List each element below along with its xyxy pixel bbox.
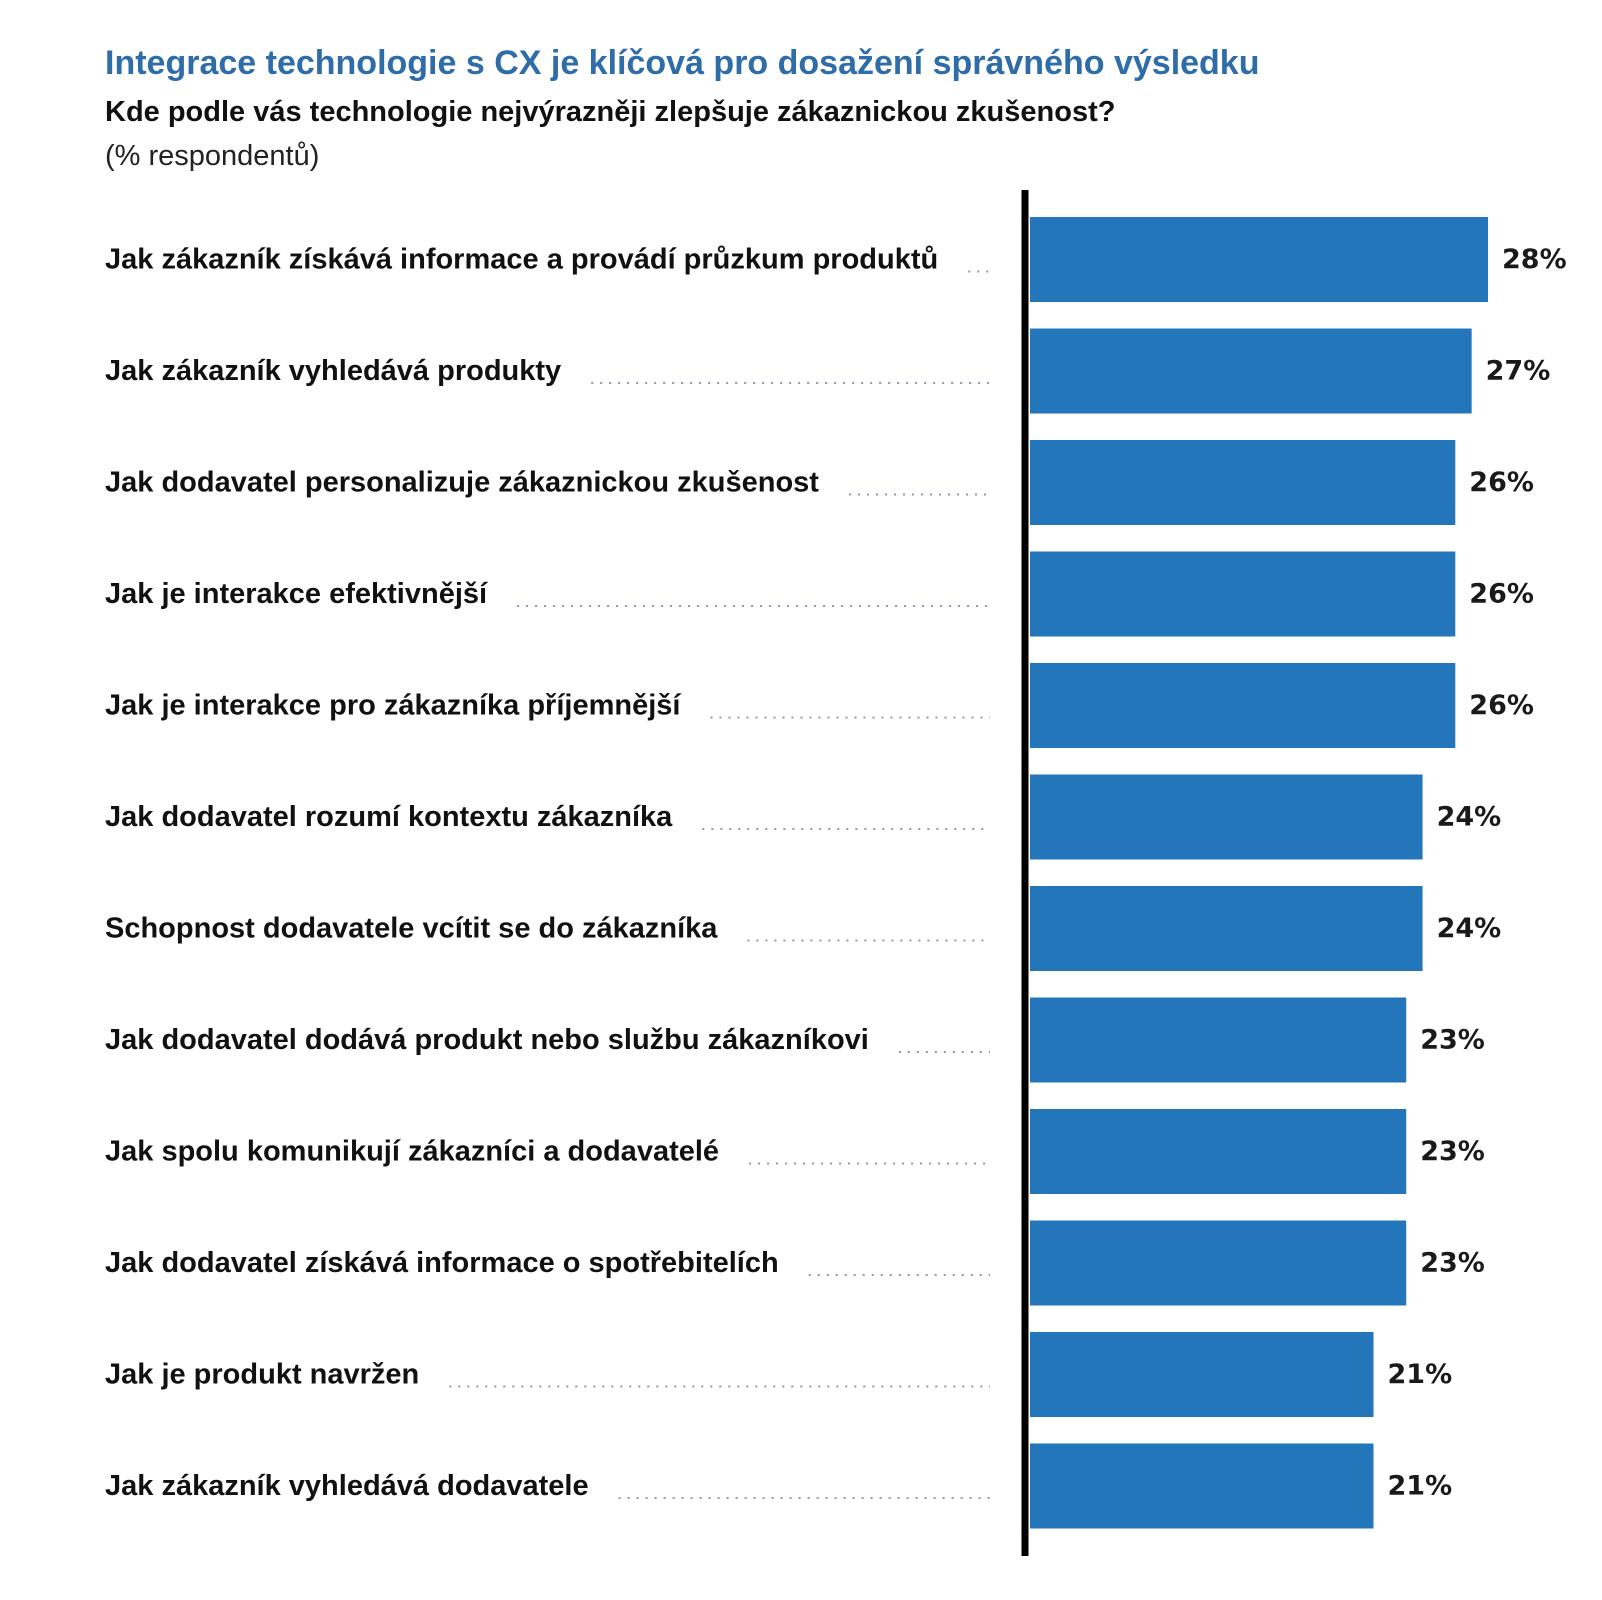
bar xyxy=(1030,328,1472,414)
value-label: 26% xyxy=(1469,690,1534,721)
bar xyxy=(1030,886,1423,971)
value-label: 24% xyxy=(1437,802,1502,833)
value-label: 26% xyxy=(1469,579,1534,610)
category-label: Jak dodavatel personalizuje zákaznickou … xyxy=(105,467,819,499)
chart-title: Integrace technologie s CX je klíčová pr… xyxy=(105,44,1260,82)
value-label: 24% xyxy=(1437,913,1502,944)
bar xyxy=(1030,1332,1374,1417)
chart-subtitle: Kde podle vás technologie nejvýrazněji z… xyxy=(105,96,1116,128)
category-label: Jak spolu komunikují zákazníci a dodavat… xyxy=(105,1136,719,1168)
chart-unit-note: (% respondentů) xyxy=(105,140,320,172)
value-label: 21% xyxy=(1388,1471,1453,1502)
bar xyxy=(1030,1220,1407,1306)
category-label: Jak je interakce efektivnější xyxy=(105,578,488,610)
bar xyxy=(1030,997,1407,1083)
category-label: Jak je produkt navržen xyxy=(105,1359,419,1391)
category-label: Schopnost dodavatele vcítit se do zákazn… xyxy=(105,913,718,945)
value-label: 21% xyxy=(1388,1359,1453,1390)
value-label: 27% xyxy=(1486,356,1551,387)
category-label: Jak zákazník získává informace a provádí… xyxy=(105,244,938,276)
bar xyxy=(1030,663,1456,748)
bar xyxy=(1030,1109,1407,1194)
value-label: 26% xyxy=(1469,467,1534,498)
bar xyxy=(1030,1443,1374,1529)
category-label: Jak dodavatel dodává produkt nebo službu… xyxy=(105,1024,869,1056)
value-label: 23% xyxy=(1420,1136,1485,1167)
category-label: Jak dodavatel rozumí kontextu zákazníka xyxy=(105,801,673,833)
bar xyxy=(1030,551,1456,637)
bar xyxy=(1030,440,1456,525)
category-label: Jak zákazník vyhledává produkty xyxy=(105,355,561,387)
bar xyxy=(1030,217,1488,302)
value-label: 23% xyxy=(1420,1248,1485,1279)
value-label: 23% xyxy=(1420,1025,1485,1056)
category-label: Jak je interakce pro zákazníka příjemněj… xyxy=(105,690,681,722)
category-label: Jak dodavatel získává informace o spotře… xyxy=(105,1247,779,1279)
category-label: Jak zákazník vyhledává dodavatele xyxy=(105,1470,589,1502)
value-label: 28% xyxy=(1502,244,1567,275)
bar xyxy=(1030,774,1423,860)
